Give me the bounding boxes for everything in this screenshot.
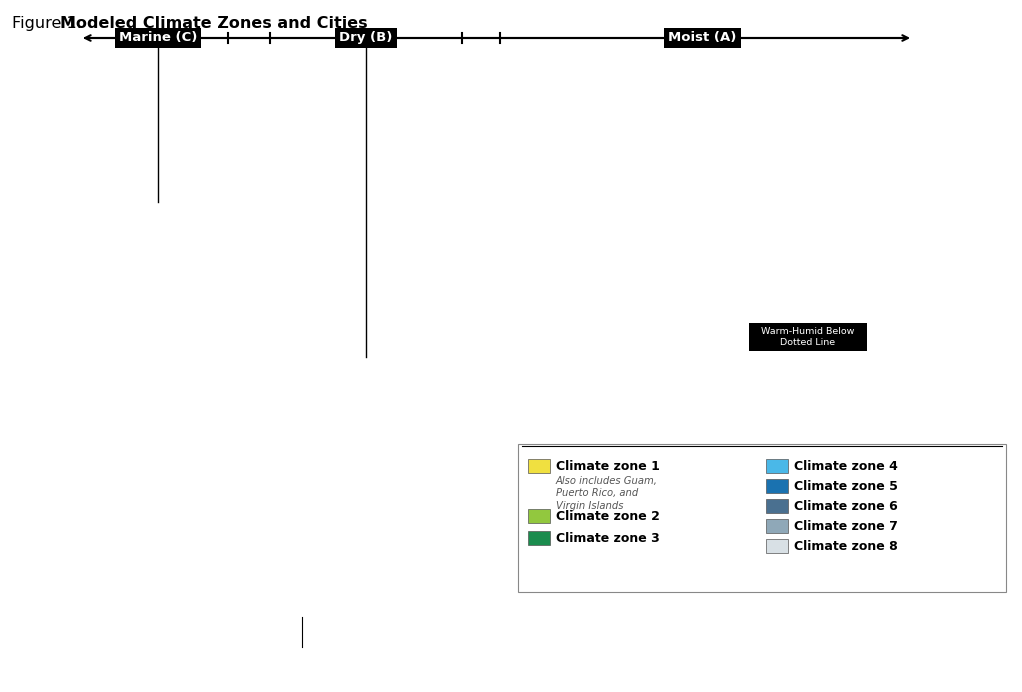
Bar xyxy=(766,519,788,533)
Bar xyxy=(766,479,788,493)
Text: Climate zone 2: Climate zone 2 xyxy=(556,509,660,522)
Text: Climate zone 4: Climate zone 4 xyxy=(794,459,898,473)
Bar xyxy=(749,323,867,351)
Text: Climate zone 6: Climate zone 6 xyxy=(794,500,897,513)
Text: Warm-Humid Below
Dotted Line: Warm-Humid Below Dotted Line xyxy=(761,327,854,347)
Text: Dry (B): Dry (B) xyxy=(339,32,392,44)
Bar xyxy=(528,509,550,523)
Text: Climate zone 7: Climate zone 7 xyxy=(794,520,898,533)
Bar xyxy=(518,444,1006,592)
Text: Figure 1.: Figure 1. xyxy=(12,16,87,31)
Text: Moist (A): Moist (A) xyxy=(668,32,737,44)
Text: Climate zone 3: Climate zone 3 xyxy=(556,531,660,545)
Text: Climate zone 5: Climate zone 5 xyxy=(794,480,898,493)
Text: Climate zone 8: Climate zone 8 xyxy=(794,540,897,552)
Bar xyxy=(766,459,788,473)
Bar xyxy=(766,499,788,513)
Text: Modeled Climate Zones and Cities: Modeled Climate Zones and Cities xyxy=(60,16,368,31)
Bar xyxy=(528,531,550,545)
Bar xyxy=(766,539,788,553)
Text: Marine (C): Marine (C) xyxy=(119,32,197,44)
Text: Climate zone 1: Climate zone 1 xyxy=(556,459,660,473)
Bar xyxy=(528,459,550,473)
Text: Also includes Guam,
Puerto Rico, and
Virgin Islands: Also includes Guam, Puerto Rico, and Vir… xyxy=(556,476,658,511)
